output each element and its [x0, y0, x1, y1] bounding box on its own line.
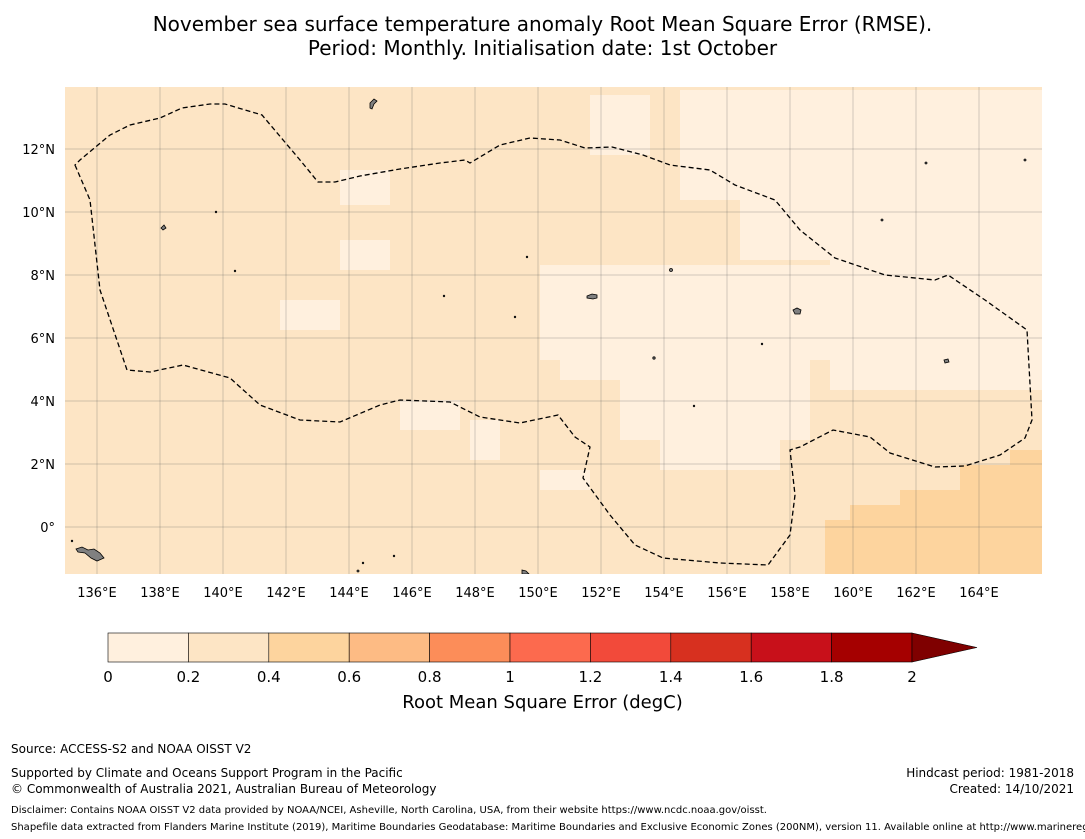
lon-tick: 158°E: [770, 586, 810, 601]
title-line-2: Period: Monthly. Initialisation date: 1s…: [307, 36, 778, 60]
lon-tick: 152°E: [581, 586, 621, 601]
created-date: Created: 14/10/2021: [949, 782, 1074, 796]
colorbar-segment: [429, 632, 511, 663]
island-e: [943, 358, 950, 364]
copyright-text: © Commonwealth of Australia 2021, Austra…: [11, 782, 437, 796]
source-text: Source: ACCESS-S2 and NOAA OISST V2: [11, 742, 252, 756]
lon-tick: 142°E: [266, 586, 306, 601]
disclaimer-text: Disclaimer: Contains NOAA OISST V2 data …: [11, 805, 767, 816]
islands: [70, 98, 1027, 574]
colorbar: [107, 632, 978, 663]
gridlines: [65, 87, 1042, 574]
colorbar-tick: 1: [505, 668, 515, 686]
island-w: [160, 224, 167, 231]
lat-tick: 8°N: [31, 269, 56, 284]
colorbar-tick: 2: [907, 668, 917, 686]
lon-tick: 154°E: [644, 586, 684, 601]
supported-text: Supported by Climate and Oceans Support …: [11, 766, 403, 780]
map-figure: 136°E 138°E 140°E 142°E 144°E 146°E 148°…: [22, 87, 1042, 686]
hindcast-period: Hindcast period: 1981-2018: [906, 766, 1074, 780]
colorbar-label: Root Mean Square Error (degC): [402, 692, 683, 713]
colorbar-segment: [590, 632, 672, 663]
lon-tick: 162°E: [896, 586, 936, 601]
lat-tick-labels: 12°N 10°N 8°N 6°N 4°N 2°N 0°: [22, 143, 55, 536]
lat-tick: 2°N: [31, 458, 56, 473]
lat-tick: 0°: [40, 521, 55, 536]
lon-tick: 164°E: [959, 586, 999, 601]
shapefile-text: Shapefile data extracted from Flanders M…: [11, 822, 1085, 833]
colorbar-segment: [750, 632, 832, 663]
colorbar-tick: 0.2: [176, 668, 200, 686]
island-s: [521, 569, 530, 574]
rmse-low-region: [280, 90, 1042, 490]
lon-tick: 140°E: [203, 586, 243, 601]
colorbar-segment: [348, 632, 430, 663]
colorbar-tick: 0.4: [257, 668, 281, 686]
colorbar-segment: [670, 632, 752, 663]
colorbar-tick: 1.2: [578, 668, 602, 686]
island-nw: [369, 98, 378, 110]
colorbar-tick-labels: 0 0.2 0.4 0.6 0.8 1 1.2 1.4 1.6 1.8 2: [103, 668, 917, 686]
island-center: [586, 293, 598, 300]
lat-tick: 10°N: [22, 206, 55, 221]
colorbar-segment: [509, 632, 591, 663]
colorbar-segment: [831, 632, 913, 663]
colorbar-segment: [107, 632, 189, 663]
colorbar-tick: 0: [103, 668, 113, 686]
lon-tick: 160°E: [833, 586, 873, 601]
lon-tick: 150°E: [518, 586, 558, 601]
lon-tick: 138°E: [140, 586, 180, 601]
colorbar-extend-arrow: [911, 632, 978, 663]
title-line-1: November sea surface temperature anomaly…: [152, 12, 933, 36]
map-panel: [65, 87, 1042, 574]
lon-tick: 156°E: [707, 586, 747, 601]
rmse-mid-region: [825, 450, 1042, 574]
lon-tick: 148°E: [455, 586, 495, 601]
lon-tick-labels: 136°E 138°E 140°E 142°E 144°E 146°E 148°…: [77, 586, 999, 601]
colorbar-tick: 0.6: [337, 668, 361, 686]
eez-boundary: [74, 103, 1033, 566]
colorbar-segment: [268, 632, 350, 663]
colorbar-segment: [188, 632, 270, 663]
lon-tick: 144°E: [329, 586, 369, 601]
lon-tick: 136°E: [77, 586, 117, 601]
colorbar-tick: 0.8: [418, 668, 442, 686]
island-sw: [75, 546, 105, 562]
colorbar-tick: 1.8: [820, 668, 844, 686]
lat-tick: 12°N: [22, 143, 55, 158]
lat-tick: 6°N: [31, 332, 56, 347]
colorbar-tick: 1.6: [739, 668, 763, 686]
lat-tick: 4°N: [31, 395, 56, 410]
island-kosrae: [792, 307, 802, 315]
lon-tick: 146°E: [392, 586, 432, 601]
colorbar-tick: 1.4: [659, 668, 683, 686]
